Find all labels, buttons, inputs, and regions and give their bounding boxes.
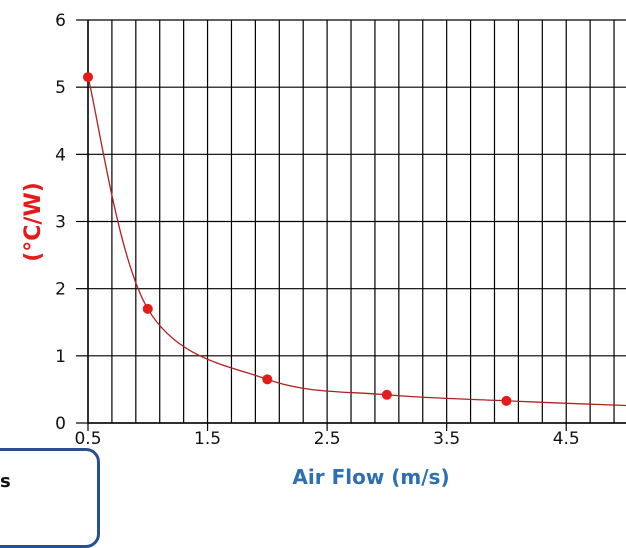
data-point <box>83 72 93 83</box>
x-tick-label: 3.5 <box>433 429 460 449</box>
x-tick-label: 1.5 <box>194 429 221 449</box>
series-points <box>83 72 512 406</box>
y-axis-title: (°C/W) <box>21 182 46 262</box>
x-axis-title: Air Flow (m/s) <box>292 465 449 489</box>
data-point <box>501 395 512 406</box>
y-tick-label: 4 <box>55 145 66 165</box>
axes <box>76 19 626 431</box>
legend-box <box>0 448 100 548</box>
y-tick-label: 1 <box>55 347 66 367</box>
y-tick-label: 2 <box>55 280 66 300</box>
x-tick-label: 2.5 <box>314 429 341 449</box>
data-point <box>381 389 392 400</box>
y-tick-label: 3 <box>55 213 66 233</box>
y-tick-labels: 0 1 2 3 4 5 6 <box>55 11 66 434</box>
y-tick-label: 5 <box>55 78 66 98</box>
grid-lines <box>87 19 626 424</box>
x-tick-labels: 0.5 1.5 2.5 3.5 4.5 <box>74 429 579 449</box>
legend-label: s <box>0 471 11 492</box>
y-tick-label: 0 <box>55 414 66 434</box>
data-point <box>262 374 273 385</box>
y-tick-label: 6 <box>55 11 66 31</box>
data-point <box>142 303 153 314</box>
x-tick-label: 0.5 <box>74 429 101 449</box>
x-tick-label: 4.5 <box>553 429 580 449</box>
chart: 0 1 2 3 4 5 6 0.5 1.5 2.5 3.5 4.5 Air Flow (m/s) (… <box>21 11 626 489</box>
